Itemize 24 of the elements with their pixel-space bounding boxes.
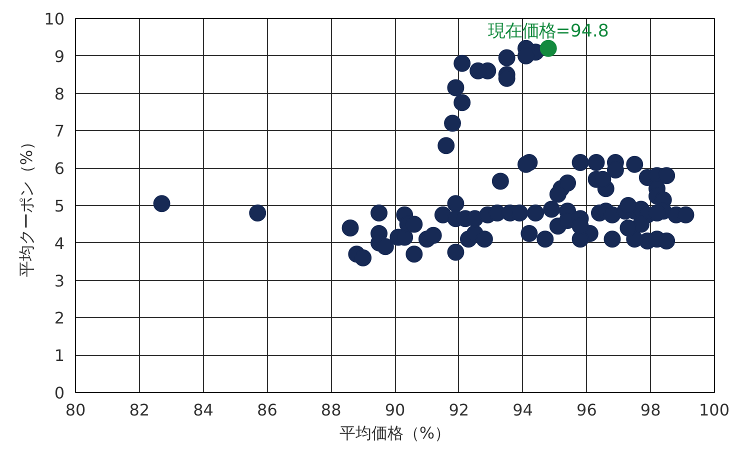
y-axis-title: 平均クーポン（%） (17, 134, 36, 278)
y-tick-label: 3 (54, 271, 65, 290)
y-tick-label: 10 (44, 10, 64, 28)
y-tick-label: 8 (54, 84, 65, 104)
x-tick-label: 96 (576, 400, 597, 420)
x-tick-label: 86 (257, 400, 278, 420)
x-tick-label: 90 (384, 400, 406, 420)
x-tick-label: 84 (193, 400, 214, 420)
x-tick-label: 80 (65, 400, 86, 420)
x-axis-title: 平均価格（%） (339, 424, 451, 442)
x-tick-label: 88 (320, 400, 342, 420)
x-tick-label: 98 (640, 400, 661, 420)
x-tick-label: 94 (512, 400, 533, 420)
y-tick-label: 5 (54, 196, 65, 216)
y-tick-label: 7 (54, 122, 65, 141)
y-tick-label: 9 (54, 46, 65, 66)
y-tick-label: 6 (54, 159, 65, 178)
y-tick-label: 2 (54, 308, 65, 328)
y-tick-label: 1 (54, 346, 65, 366)
y-tick-label: 0 (54, 384, 65, 402)
x-tick-label: 82 (129, 400, 150, 420)
x-tick-label: 92 (448, 400, 470, 420)
x-tick-label: 100 (698, 400, 729, 420)
y-tick-label: 4 (54, 234, 65, 253)
